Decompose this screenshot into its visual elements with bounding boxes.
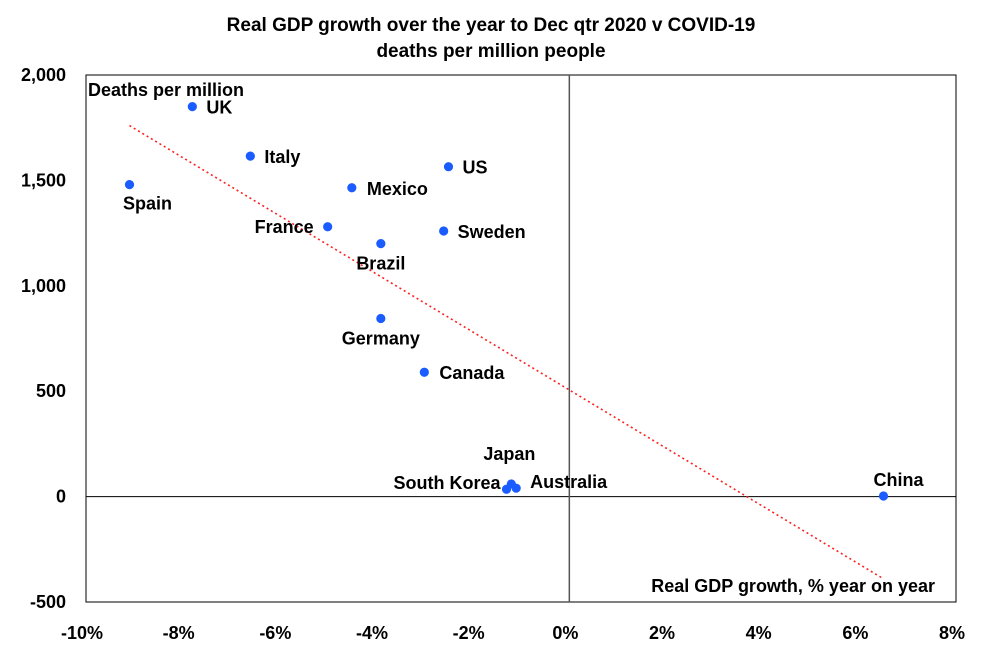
point-label: US <box>463 158 488 178</box>
data-point <box>187 102 197 112</box>
data-point <box>323 222 333 232</box>
data-point <box>511 483 521 493</box>
data-point <box>419 367 429 377</box>
point-label: Canada <box>439 363 505 383</box>
x-tick-label: -6% <box>259 623 291 643</box>
data-point <box>878 491 889 501</box>
y-tick-label: -500 <box>30 592 66 612</box>
chart-title-line2: deaths per million people <box>376 41 605 62</box>
x-tick-label: -10% <box>61 623 103 643</box>
data-point <box>124 180 135 190</box>
data-point <box>376 313 386 324</box>
data-points <box>124 102 889 501</box>
point-label: UK <box>206 98 232 118</box>
point-label: Japan <box>483 444 535 464</box>
x-tick-label: -2% <box>453 623 485 643</box>
y-axis-title: Deaths per million <box>88 80 244 100</box>
y-tick-label: 0 <box>56 487 66 507</box>
x-tick-label: 0% <box>552 623 578 643</box>
point-label: Brazil <box>356 254 405 274</box>
x-tick-label: 2% <box>649 623 675 643</box>
x-tick-label: -8% <box>163 623 195 643</box>
point-labels: UK Italy Spain Mexico US France Brazil Sweden Ge… <box>123 98 924 494</box>
x-tick-label: -4% <box>356 623 388 643</box>
y-tick-labels: 2,000 1,500 1,000 500 0 -500 <box>21 65 66 612</box>
chart-title-line1: Real GDP growth over the year to Dec qtr… <box>227 15 756 36</box>
x-tick-label: 4% <box>746 623 772 643</box>
x-tick-labels: -10% -8% -6% -4% -2% 0% 2% 4% 6% 8% <box>61 623 965 643</box>
point-label: Mexico <box>367 179 428 199</box>
y-tick-label: 500 <box>36 381 66 401</box>
point-label: Italy <box>264 147 300 167</box>
y-tick-label: 2,000 <box>21 65 66 85</box>
y-tick-label: 1,000 <box>21 276 66 296</box>
point-label: Australia <box>530 472 608 492</box>
trendline <box>129 124 884 580</box>
plot-area <box>85 74 957 603</box>
x-axis-title: Real GDP growth, % year on year <box>651 576 935 596</box>
x-tick-label: 6% <box>842 623 868 643</box>
data-point <box>376 239 386 249</box>
data-point <box>443 162 454 172</box>
data-point <box>439 226 449 236</box>
point-label: Sweden <box>458 222 526 242</box>
data-point <box>245 151 255 161</box>
data-point <box>347 183 357 193</box>
point-label: South Korea <box>393 473 501 493</box>
point-label: China <box>873 470 924 490</box>
y-tick-label: 1,500 <box>21 170 66 190</box>
x-tick-label: 8% <box>939 623 965 643</box>
data-point <box>501 484 512 494</box>
point-label: Spain <box>123 194 172 214</box>
point-label: France <box>255 217 314 237</box>
point-label: Germany <box>342 328 420 348</box>
